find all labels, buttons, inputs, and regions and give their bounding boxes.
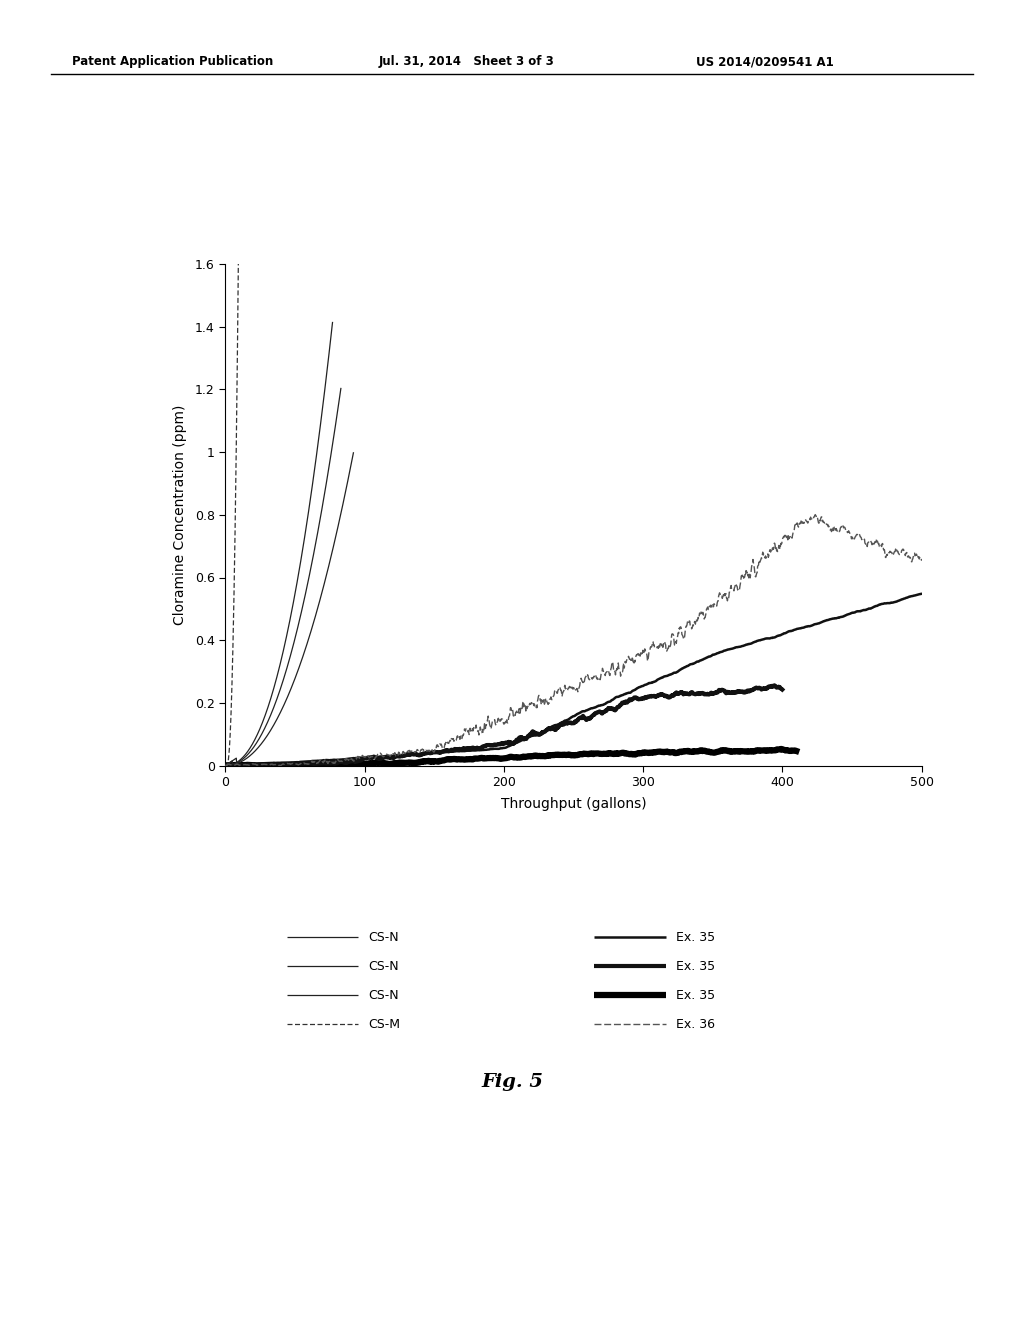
Text: CS-N: CS-N [369,931,399,944]
Text: Patent Application Publication: Patent Application Publication [72,55,273,69]
Text: Ex. 35: Ex. 35 [676,931,715,944]
Text: Ex. 35: Ex. 35 [676,989,715,1002]
Text: Jul. 31, 2014   Sheet 3 of 3: Jul. 31, 2014 Sheet 3 of 3 [379,55,555,69]
Text: US 2014/0209541 A1: US 2014/0209541 A1 [696,55,835,69]
X-axis label: Throughput (gallons): Throughput (gallons) [501,797,646,812]
Text: CS-N: CS-N [369,989,399,1002]
Text: Fig. 5: Fig. 5 [481,1073,543,1092]
Y-axis label: Cloramine Concentration (ppm): Cloramine Concentration (ppm) [172,405,186,624]
Text: CS-M: CS-M [369,1018,400,1031]
Text: Ex. 35: Ex. 35 [676,960,715,973]
Text: Ex. 36: Ex. 36 [676,1018,715,1031]
Text: CS-N: CS-N [369,960,399,973]
